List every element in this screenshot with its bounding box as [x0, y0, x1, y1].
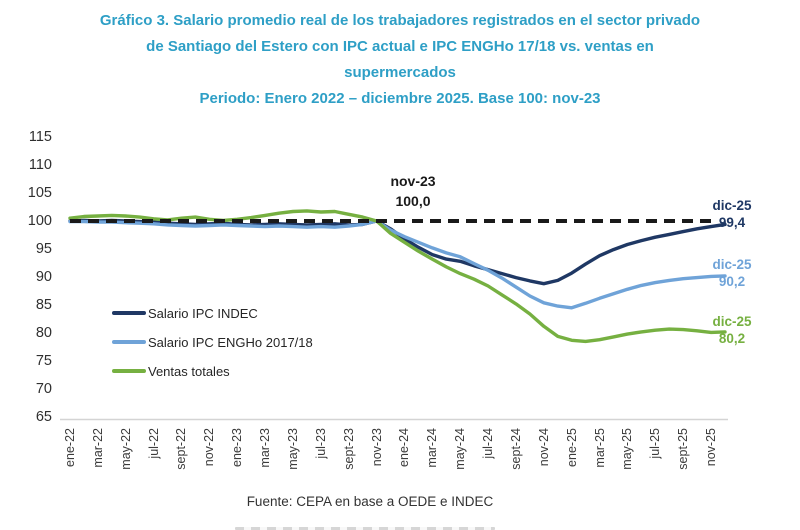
source-note: Fuente: CEPA en base a OEDE e INDEC [246, 494, 494, 509]
navy-end-value: 99,4 [718, 215, 746, 230]
chart-title-block: Gráfico 3. Salario promedio real de los … [0, 8, 800, 112]
x-tick-label: sept-24 [508, 428, 523, 470]
legend-line-swatch-navy [112, 311, 146, 315]
y-tick-label: 100 [27, 213, 52, 229]
y-tick-label: 95 [35, 241, 52, 257]
x-tick-label: ene-25 [564, 428, 579, 467]
legend: Salario IPC INDEC Salario IPC ENGHo 2017… [112, 303, 313, 390]
x-tick-label: sept-22 [174, 428, 189, 470]
legend-item-ventas-totales: Ventas totales [112, 361, 313, 381]
x-tick-label: mar-22 [90, 428, 105, 468]
series-line-ventas-totales [68, 209, 727, 344]
chart-title-line-2: de Santiago del Estero con IPC actual e … [146, 38, 654, 55]
x-tick-label: nov-25 [704, 428, 719, 467]
x-tick-label: may-24 [453, 428, 468, 470]
legend-label: Salario IPC ENGHo 2017/18 [148, 334, 313, 350]
x-tick-label: nov-24 [536, 428, 551, 467]
chart-title-line-1: Gráfico 3. Salario promedio real de los … [99, 12, 701, 29]
x-tick-label: ene-24 [397, 428, 412, 467]
x-tick-label: sept-25 [676, 428, 691, 470]
x-tick-label: may-22 [118, 428, 133, 470]
chart-title-line-3: supermercados [344, 64, 456, 81]
navy-end-annotation: dic-25 99,4 [700, 197, 764, 231]
green-end-annotation: dic-25 80,2 [700, 313, 764, 347]
x-tick-label: jul-24 [481, 428, 496, 459]
x-tick-label: ene-23 [230, 428, 245, 467]
legend-item-salario-ipc-indec: Salario IPC INDEC [112, 303, 313, 323]
y-tick-label: 105 [27, 185, 52, 201]
blue-end-annotation: dic-25 90,2 [700, 256, 764, 290]
blue-end-date: dic-25 [712, 257, 752, 272]
legend-item-salario-ipc-engho: Salario IPC ENGHo 2017/18 [112, 332, 313, 352]
series-line-salario-ipc-indec [68, 218, 727, 286]
x-tick-label: may-25 [620, 428, 635, 470]
y-tick-label: 85 [35, 297, 52, 313]
baseline-annotation-value: 100,0 [395, 193, 431, 209]
x-tick-label: jul-25 [648, 428, 663, 459]
x-tick-label: sept-23 [341, 428, 356, 470]
x-tick-label: mar-24 [425, 428, 440, 468]
green-end-date: dic-25 [712, 314, 752, 329]
navy-end-date: dic-25 [712, 198, 752, 213]
x-tick-label: mar-25 [592, 428, 607, 468]
cutoff-text-fragment [235, 527, 495, 530]
legend-label: Ventas totales [148, 363, 230, 379]
y-tick-label: 80 [35, 325, 52, 341]
x-tick-label: ene-22 [63, 428, 77, 467]
blue-end-value: 90,2 [718, 274, 746, 289]
y-tick-label: 65 [35, 409, 52, 425]
y-tick-label: 115 [28, 129, 52, 145]
series-line-salario-ipc-engho-2017-18 [68, 219, 727, 310]
legend-line-swatch-green [112, 369, 146, 373]
green-end-value: 80,2 [718, 331, 746, 346]
chart-period-subtitle: Periodo: Enero 2022 – diciembre 2025. Ba… [199, 90, 601, 107]
x-tick-label: nov-22 [202, 428, 217, 467]
x-tick-label: may-23 [285, 428, 300, 470]
y-tick-label: 75 [35, 353, 52, 369]
y-tick-label: 110 [28, 157, 52, 173]
y-tick-label: 70 [35, 381, 52, 397]
baseline-annotation-date: nov-23 [390, 173, 436, 189]
x-tick-label: jul-23 [313, 428, 328, 459]
y-tick-label: 90 [35, 269, 52, 285]
baseline-annotation: nov-23 100,0 [363, 171, 463, 211]
legend-label: Salario IPC INDEC [148, 305, 258, 321]
legend-line-swatch-blue [112, 340, 146, 344]
x-tick-label: nov-23 [369, 428, 384, 467]
x-tick-label: jul-22 [146, 428, 161, 459]
x-tick-label: mar-23 [258, 428, 273, 468]
